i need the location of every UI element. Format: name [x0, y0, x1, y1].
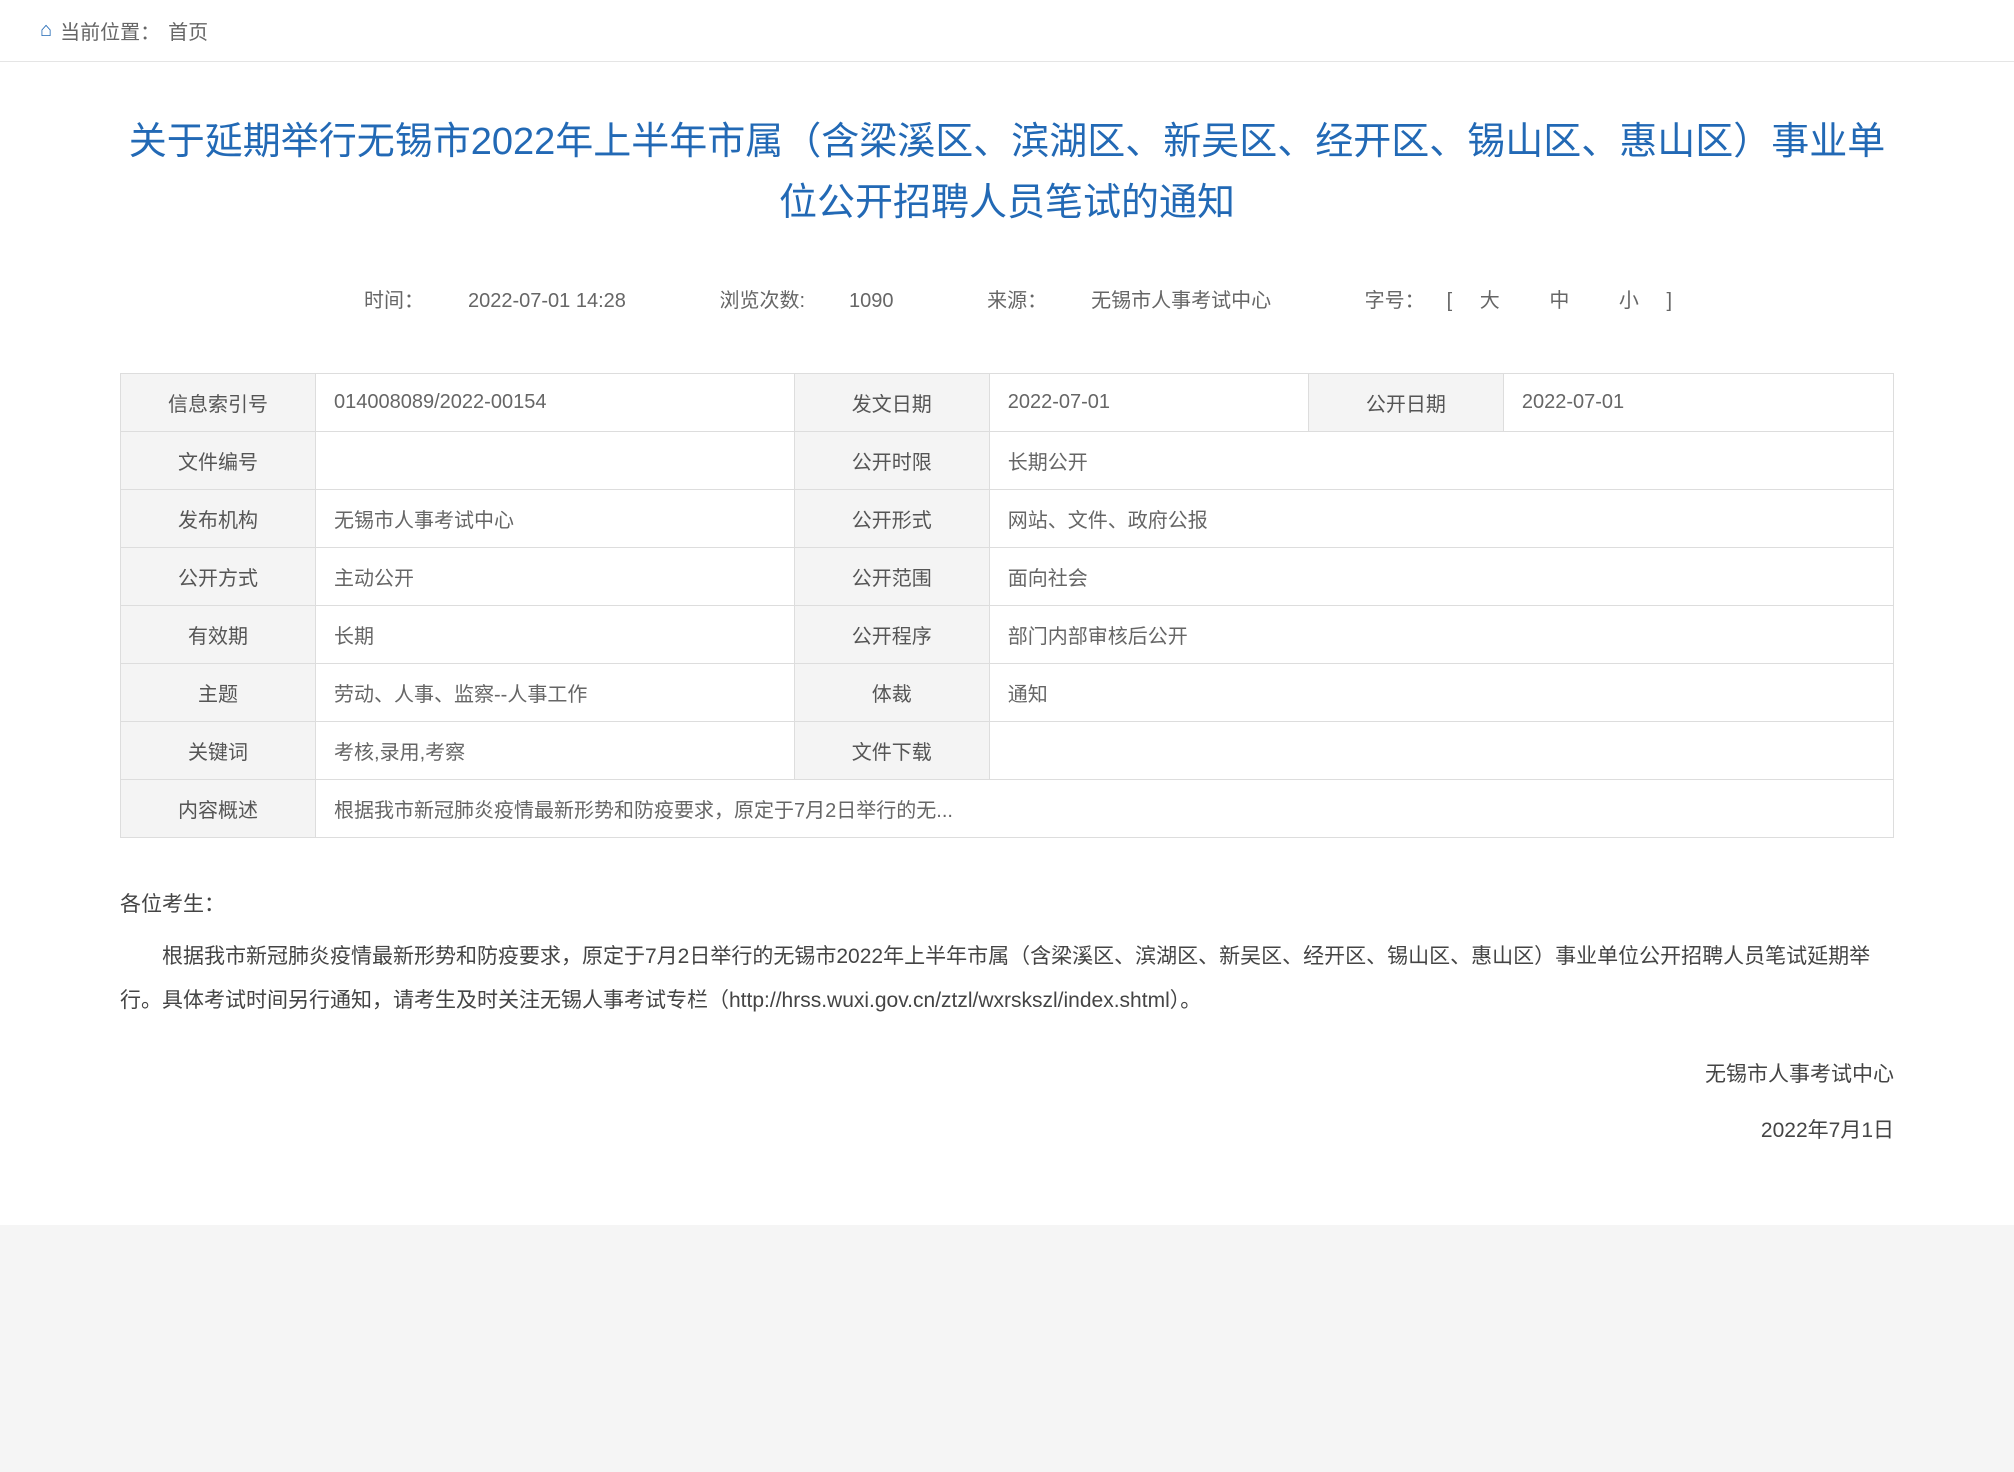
meta-views: 浏览次数:1090	[697, 290, 915, 312]
home-icon: ⌂	[40, 19, 52, 42]
meta-font-size: 字号：[ 大 中 小 ]	[1343, 290, 1672, 312]
body-paragraph-1: 根据我市新冠肺炎疫情最新形势和防疫要求，原定于7月2日举行的无锡市2022年上半…	[120, 935, 1894, 1023]
value-keywords: 考核,录用,考察	[316, 721, 795, 779]
label-validity: 有效期	[121, 605, 316, 663]
label-subject: 主题	[121, 663, 316, 721]
value-index: 014008089/2022-00154	[316, 373, 795, 431]
label-genre: 体裁	[794, 663, 989, 721]
breadcrumb-label: 当前位置：	[60, 16, 160, 45]
value-docnum	[316, 431, 795, 489]
value-openproc: 部门内部审核后公开	[989, 605, 1893, 663]
breadcrumb-home-link[interactable]: 首页	[168, 16, 208, 45]
table-row: 公开方式 主动公开 公开范围 面向社会	[121, 547, 1894, 605]
value-subject: 劳动、人事、监察--人事工作	[316, 663, 795, 721]
page-container: ⌂ 当前位置： 首页 关于延期举行无锡市2022年上半年市属（含梁溪区、滨湖区、…	[0, 0, 2014, 1225]
value-genre: 通知	[989, 663, 1893, 721]
label-openmethod: 公开方式	[121, 547, 316, 605]
value-download	[989, 721, 1893, 779]
meta-source: 来源：无锡市人事考试中心	[965, 290, 1293, 312]
breadcrumb: ⌂ 当前位置： 首页	[0, 0, 2014, 62]
label-keywords: 关键词	[121, 721, 316, 779]
meta-time: 时间：2022-07-01 14:28	[342, 290, 648, 312]
label-openproc: 公开程序	[794, 605, 989, 663]
value-validity: 长期	[316, 605, 795, 663]
font-medium-button[interactable]: 中	[1549, 290, 1569, 312]
meta-row: 时间：2022-07-01 14:28 浏览次数:1090 来源：无锡市人事考试…	[120, 284, 1894, 313]
label-docnum: 文件编号	[121, 431, 316, 489]
label-publisher: 发布机构	[121, 489, 316, 547]
label-openrange: 公开范围	[794, 547, 989, 605]
label-opendate: 公开日期	[1308, 373, 1503, 431]
info-table: 信息索引号 014008089/2022-00154 发文日期 2022-07-…	[120, 373, 1894, 838]
article-body: 各位考生： 根据我市新冠肺炎疫情最新形势和防疫要求，原定于7月2日举行的无锡市2…	[120, 883, 1894, 1153]
label-summary: 内容概述	[121, 779, 316, 837]
value-openrange: 面向社会	[989, 547, 1893, 605]
value-opendate: 2022-07-01	[1503, 373, 1893, 431]
table-row: 关键词 考核,录用,考察 文件下载	[121, 721, 1894, 779]
body-greeting: 各位考生：	[120, 883, 1894, 927]
table-row: 信息索引号 014008089/2022-00154 发文日期 2022-07-…	[121, 373, 1894, 431]
value-publisher: 无锡市人事考试中心	[316, 489, 795, 547]
value-openlimit: 长期公开	[989, 431, 1893, 489]
value-summary: 根据我市新冠肺炎疫情最新形势和防疫要求，原定于7月2日举行的无...	[316, 779, 1894, 837]
table-row: 主题 劳动、人事、监察--人事工作 体裁 通知	[121, 663, 1894, 721]
signature-block: 无锡市人事考试中心 2022年7月1日	[120, 1053, 1894, 1153]
table-row: 内容概述 根据我市新冠肺炎疫情最新形势和防疫要求，原定于7月2日举行的无...	[121, 779, 1894, 837]
signature-org: 无锡市人事考试中心	[120, 1053, 1894, 1097]
table-row: 文件编号 公开时限 长期公开	[121, 431, 1894, 489]
signature-date: 2022年7月1日	[120, 1109, 1894, 1153]
article-content: 关于延期举行无锡市2022年上半年市属（含梁溪区、滨湖区、新吴区、经开区、锡山区…	[0, 62, 2014, 1225]
value-openform: 网站、文件、政府公报	[989, 489, 1893, 547]
label-download: 文件下载	[794, 721, 989, 779]
label-index: 信息索引号	[121, 373, 316, 431]
value-pubdate: 2022-07-01	[989, 373, 1308, 431]
font-large-button[interactable]: 大	[1480, 290, 1500, 312]
table-row: 发布机构 无锡市人事考试中心 公开形式 网站、文件、政府公报	[121, 489, 1894, 547]
label-openlimit: 公开时限	[794, 431, 989, 489]
article-title: 关于延期举行无锡市2022年上半年市属（含梁溪区、滨湖区、新吴区、经开区、锡山区…	[120, 112, 1894, 234]
table-row: 有效期 长期 公开程序 部门内部审核后公开	[121, 605, 1894, 663]
label-pubdate: 发文日期	[794, 373, 989, 431]
value-openmethod: 主动公开	[316, 547, 795, 605]
font-small-button[interactable]: 小	[1619, 290, 1639, 312]
label-openform: 公开形式	[794, 489, 989, 547]
